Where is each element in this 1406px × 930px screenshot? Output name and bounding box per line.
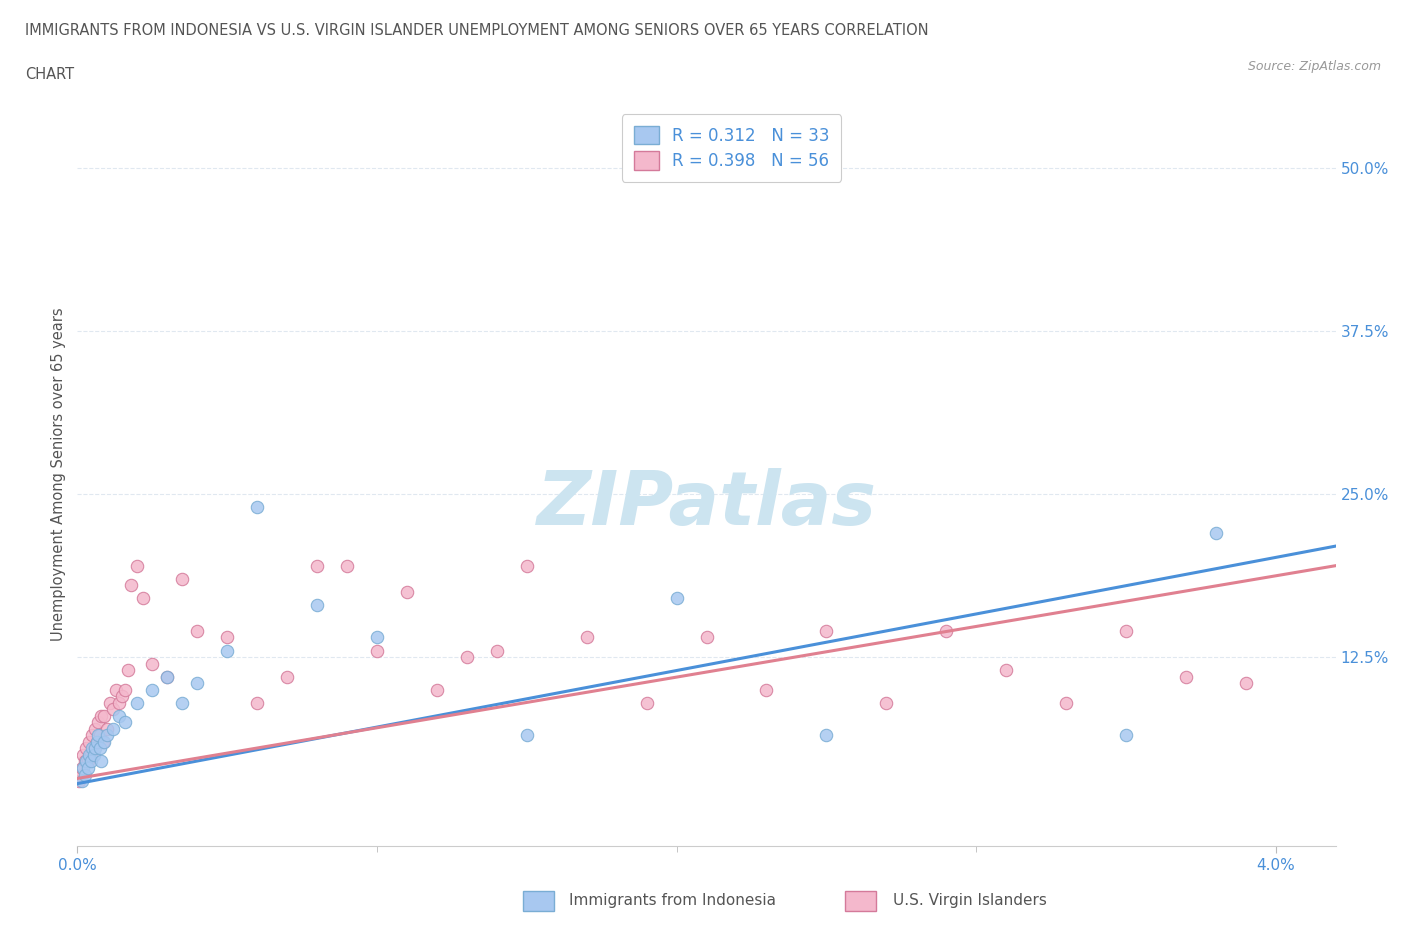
Legend: R = 0.312   N = 33, R = 0.398   N = 56: R = 0.312 N = 33, R = 0.398 N = 56: [621, 114, 841, 181]
Point: [246, 696, 269, 711]
Point: [96, 728, 118, 743]
Point: [105, 683, 128, 698]
Point: [84, 722, 107, 737]
Point: [80, 754, 103, 769]
Point: [127, 558, 149, 573]
Point: [87, 715, 110, 730]
Point: [815, 623, 838, 638]
Point: [70, 761, 93, 776]
Point: [90, 754, 112, 769]
Point: [1115, 623, 1137, 638]
Point: [117, 663, 139, 678]
Point: [76, 754, 98, 769]
Point: [90, 709, 112, 724]
Point: [70, 774, 93, 789]
Point: [89, 728, 111, 743]
Point: [516, 558, 538, 573]
Point: [305, 597, 328, 612]
Text: IMMIGRANTS FROM INDONESIA VS U.S. VIRGIN ISLANDER UNEMPLOYMENT AMONG SENIORS OVE: IMMIGRANTS FROM INDONESIA VS U.S. VIRGIN…: [25, 23, 929, 38]
Point: [72, 748, 94, 763]
Point: [875, 696, 897, 711]
Point: [755, 683, 778, 698]
Text: U.S. Virgin Islanders: U.S. Virgin Islanders: [893, 893, 1046, 908]
Point: [79, 748, 101, 763]
Point: [516, 728, 538, 743]
Point: [75, 754, 97, 769]
Point: [83, 741, 105, 756]
Point: [156, 670, 179, 684]
Point: [141, 683, 163, 698]
Point: [426, 683, 449, 698]
Point: [82, 741, 104, 756]
Point: [186, 676, 208, 691]
Point: [83, 748, 105, 763]
Point: [87, 728, 110, 743]
Point: [935, 623, 957, 638]
Point: [89, 741, 111, 756]
Point: [73, 767, 96, 782]
Point: [67, 774, 90, 789]
Point: [696, 630, 718, 644]
Point: [395, 584, 418, 599]
Point: [108, 696, 131, 711]
Point: [93, 709, 115, 724]
Point: [127, 696, 149, 711]
Point: [217, 643, 239, 658]
Text: ZIPatlas: ZIPatlas: [537, 468, 876, 540]
Point: [114, 715, 136, 730]
Point: [366, 630, 388, 644]
Point: [103, 702, 125, 717]
Point: [69, 767, 91, 782]
Point: [1205, 525, 1227, 540]
Point: [84, 741, 107, 756]
Point: [86, 735, 108, 750]
Point: [111, 689, 134, 704]
Text: CHART: CHART: [25, 67, 75, 82]
Point: [1234, 676, 1257, 691]
Point: [1054, 696, 1077, 711]
Point: [80, 748, 103, 763]
Point: [1174, 670, 1197, 684]
Point: [141, 657, 163, 671]
Point: [246, 499, 269, 514]
Point: [995, 663, 1018, 678]
Point: [276, 670, 298, 684]
Point: [86, 735, 108, 750]
Point: [79, 735, 101, 750]
Point: [72, 761, 94, 776]
Point: [305, 558, 328, 573]
Point: [156, 670, 179, 684]
Point: [217, 630, 239, 644]
Point: [120, 578, 142, 592]
Text: Source: ZipAtlas.com: Source: ZipAtlas.com: [1247, 60, 1381, 73]
Point: [366, 643, 388, 658]
Point: [114, 683, 136, 698]
Point: [186, 623, 208, 638]
Point: [815, 728, 838, 743]
Text: Immigrants from Indonesia: Immigrants from Indonesia: [569, 893, 776, 908]
Point: [456, 649, 478, 664]
Point: [82, 728, 104, 743]
Point: [103, 722, 125, 737]
Point: [665, 591, 688, 605]
Point: [132, 591, 155, 605]
Point: [91, 735, 114, 750]
Point: [485, 643, 508, 658]
Point: [73, 754, 96, 769]
Point: [1115, 728, 1137, 743]
Point: [98, 696, 121, 711]
Point: [636, 696, 658, 711]
FancyBboxPatch shape: [845, 891, 876, 911]
Point: [575, 630, 598, 644]
Point: [172, 571, 194, 586]
Point: [96, 722, 118, 737]
Point: [336, 558, 359, 573]
Point: [172, 696, 194, 711]
Y-axis label: Unemployment Among Seniors over 65 years: Unemployment Among Seniors over 65 years: [51, 308, 66, 641]
Point: [76, 761, 98, 776]
Point: [93, 735, 115, 750]
FancyBboxPatch shape: [523, 891, 554, 911]
Point: [108, 709, 131, 724]
Point: [75, 741, 97, 756]
